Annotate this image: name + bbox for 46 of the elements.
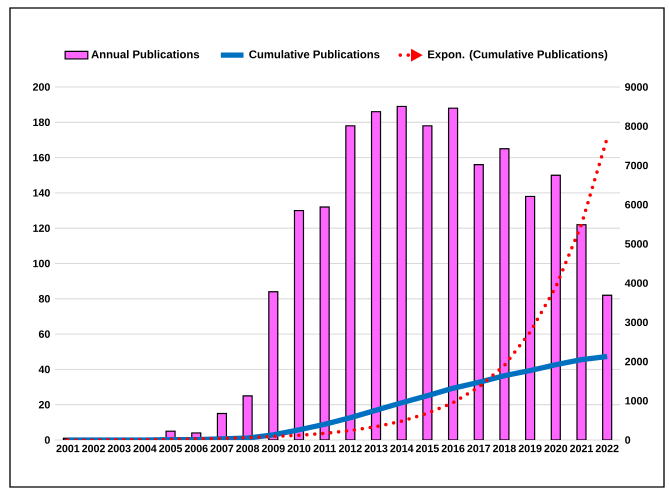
y2-tick-label: 9000 — [625, 83, 648, 91]
x-tick-label: 2003 — [108, 444, 131, 452]
x-tick-label: 2018 — [492, 444, 516, 452]
legend-label: Cumulative Publications — [249, 50, 380, 58]
x-tick-label: 2014 — [390, 444, 414, 452]
x-tick-label: 2011 — [314, 444, 336, 452]
x-tick-label: 2022 — [596, 444, 619, 452]
x-tick-label: 2002 — [82, 444, 105, 452]
x-tick-label: 2019 — [518, 444, 542, 452]
y-tick-label: 140 — [33, 189, 50, 197]
y-tick-label: 200 — [32, 83, 50, 91]
y2-tick-label: 7000 — [625, 162, 648, 170]
x-tick-label: 2007 — [210, 444, 234, 452]
y2-tick-label: 4000 — [624, 279, 648, 287]
y-tick-label: 160 — [33, 154, 50, 162]
x-tick-label: 2005 — [159, 444, 182, 452]
y2-tick-label: 8000 — [625, 122, 648, 130]
y-tick-label: 0 — [44, 436, 50, 444]
x-tick-label: 2008 — [236, 444, 260, 452]
y2-tick-label: 5000 — [625, 240, 648, 248]
y2-tick-label: 3000 — [624, 318, 648, 326]
y2-tick-label: 2000 — [625, 358, 648, 366]
x-tick-label: 2020 — [544, 444, 568, 452]
x-tick-label: 2015 — [416, 444, 439, 452]
y-tick-label: 20 — [38, 400, 50, 408]
x-tick-label: 2012 — [338, 444, 362, 452]
x-tick-label: 2006 — [184, 444, 208, 452]
x-tick-label: 2021 — [570, 444, 593, 452]
y2-tick-label: 6000 — [625, 200, 648, 208]
y-tick-label: 40 — [38, 366, 50, 374]
x-tick-label: 2016 — [442, 444, 464, 452]
legend-label: Annual Publications — [91, 50, 200, 58]
x-tick-label: 2010 — [288, 444, 310, 452]
x-tick-label: 2013 — [364, 444, 388, 452]
y-tick-label: 80 — [38, 295, 50, 303]
y-tick-label: 60 — [38, 330, 50, 338]
x-tick-label: 2004 — [133, 444, 157, 452]
x-tick-label: 2009 — [262, 444, 285, 452]
y2-tick-label: 0 — [625, 436, 630, 444]
x-tick-label: 2001 — [56, 444, 80, 452]
x-tick-label: 2017 — [467, 444, 490, 452]
y-tick-label: 100 — [33, 260, 50, 268]
y2-tick-label: 1000 — [625, 397, 648, 405]
y-tick-label: 120 — [33, 224, 50, 232]
y-tick-label: 180 — [33, 118, 50, 126]
legend-label: Expon. (Cumulative Publications) — [428, 50, 608, 61]
